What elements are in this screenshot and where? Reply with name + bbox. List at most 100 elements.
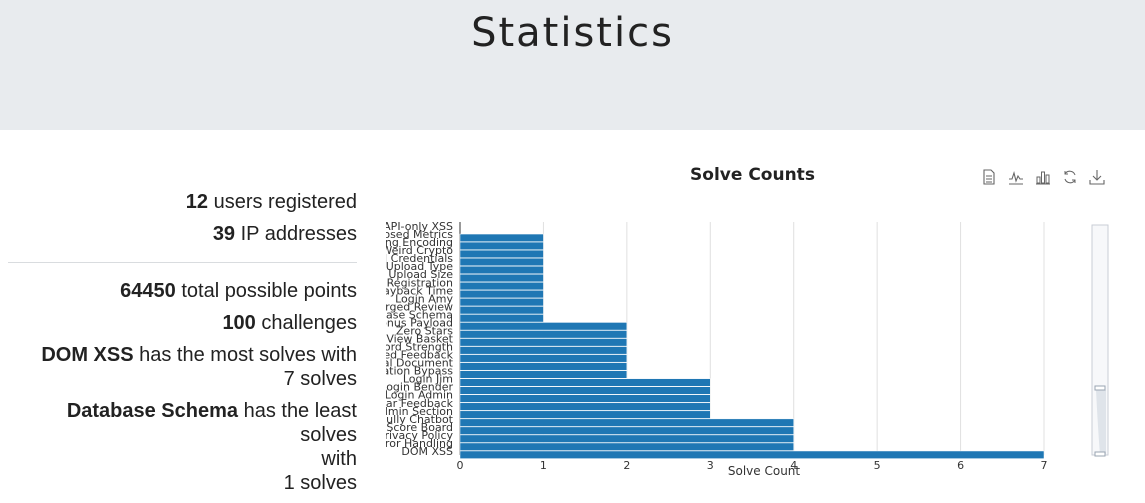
users-registered-stat: 12 users registered [8, 190, 357, 214]
bar [459, 257, 544, 267]
y-tick-label: Forged Feedback [380, 349, 454, 362]
page-title: Statistics [471, 10, 674, 56]
y-tick-label: Exposed Metrics [380, 228, 453, 241]
y-tick-label: Database Schema [380, 308, 453, 321]
x-tick-label: 6 [957, 459, 964, 472]
y-tick-label: Admin Section [380, 405, 453, 418]
y-tick-label: Leaked Credentials [380, 252, 453, 265]
bar [459, 378, 711, 387]
challenges-label: challenges [261, 312, 357, 334]
bar [459, 241, 544, 250]
y-tick-label: Payback Time [380, 284, 453, 297]
y-tick-label: View Basket [386, 333, 453, 346]
challenges-count: 100 [222, 312, 256, 334]
bar [459, 306, 544, 315]
bar [459, 273, 544, 283]
users-label: users registered [213, 191, 357, 213]
y-tick-label: DOM XSS [401, 445, 453, 458]
statistics-summary: 12 users registered 39 IP addresses 6445… [8, 190, 357, 503]
bar [459, 426, 794, 435]
x-tick-label: 4 [790, 459, 797, 472]
header-banner: Statistics [0, 0, 1145, 130]
bar [459, 290, 544, 299]
bar [459, 362, 628, 371]
y-tick-label: Error Handling [380, 437, 453, 450]
least-solves-label: has the least solves [243, 400, 357, 446]
bar [459, 282, 544, 291]
data-view-icon[interactable] [980, 168, 998, 186]
bar [459, 370, 628, 379]
y-tick-label: API-only XSS [383, 220, 453, 233]
y-tick-label: Upload Type [386, 260, 454, 273]
save-image-icon[interactable] [1088, 168, 1106, 186]
y-tick-label: Two Factor Authentication Bypass [380, 365, 453, 378]
y-tick-label: Password Strength [380, 341, 453, 354]
bar [459, 394, 711, 403]
zoom-handle-top[interactable] [1094, 385, 1106, 391]
y-tick-label: Bonus Payload [380, 316, 453, 329]
bar [459, 338, 628, 347]
stats-divider [8, 262, 357, 263]
y-tick-label: Missing Encoding [380, 236, 453, 249]
ip-label: IP addresses [240, 223, 357, 245]
bar [459, 322, 628, 331]
x-tick-label: 7 [1041, 459, 1048, 472]
bar [459, 265, 544, 275]
least-solves-count: 1 solves [283, 472, 357, 494]
x-tick-label: 3 [707, 459, 714, 472]
y-tick-label: Weird Crypto [381, 244, 453, 257]
ip-addresses-stat: 39 IP addresses [8, 222, 357, 246]
bar [459, 386, 711, 395]
least-solves-with: with [321, 448, 357, 470]
bar [459, 233, 544, 242]
x-axis-title: Solve Count [728, 464, 801, 478]
users-count: 12 [185, 191, 209, 213]
y-tick-label: Forged Review [380, 300, 453, 313]
bar [459, 346, 628, 355]
line-chart-icon[interactable] [1007, 168, 1025, 186]
least-solves-stat: Database Schema has the least solves with… [8, 399, 357, 495]
bar [459, 314, 544, 323]
y-tick-label: Login Amy [395, 292, 453, 305]
y-tick-label: Zero Stars [396, 324, 453, 337]
bar [459, 442, 794, 451]
least-solved-challenge: Database Schema [66, 400, 239, 422]
y-tick-label: Login Jim [403, 373, 453, 386]
most-solves-label: has the most solves with [139, 344, 357, 366]
x-tick-label: 1 [540, 459, 547, 472]
y-tick-label: Upload Size [388, 268, 453, 281]
bar [459, 418, 794, 427]
bar [459, 330, 628, 339]
restore-icon[interactable] [1061, 168, 1079, 186]
bar [459, 298, 544, 307]
x-tick-label: 2 [623, 459, 630, 472]
y-tick-label: Five-Star Feedback [380, 397, 454, 410]
bar-chart-icon[interactable] [1034, 168, 1052, 186]
bar [459, 450, 1045, 459]
bar [459, 402, 711, 411]
challenges-stat: 100 challenges [8, 311, 357, 335]
y-tick-label: Login Bender [380, 381, 453, 394]
ip-count: 39 [212, 223, 236, 245]
bar [459, 434, 794, 443]
x-tick-label: 0 [457, 459, 464, 472]
most-solves-stat: DOM XSS has the most solves with 7 solves [8, 343, 357, 391]
points-count: 64450 [120, 280, 176, 302]
y-tick-label: Confidential Document [380, 357, 454, 370]
most-solves-count: 7 solves [283, 368, 357, 390]
zoom-slider-shadow [1096, 390, 1106, 455]
y-tick-label: Privacy Policy [380, 429, 453, 442]
points-label: total possible points [181, 280, 357, 302]
y-tick-label: Login Admin [385, 389, 453, 402]
most-solved-challenge: DOM XSS [41, 344, 134, 366]
solve-counts-chart: Solve Counts 0 1 2 3 4 5 6 7 Solve Count API-only… [380, 160, 1140, 490]
bar [459, 410, 711, 419]
y-tick-label: Score Board [386, 421, 453, 434]
x-tick-label: 5 [874, 459, 881, 472]
y-tick-label: Registration [387, 276, 453, 289]
bar [459, 249, 544, 259]
total-points-stat: 64450 total possible points [8, 279, 357, 303]
zoom-handle-bottom[interactable] [1094, 451, 1106, 457]
chart-title: Solve Counts [690, 165, 815, 185]
bar [459, 354, 628, 363]
